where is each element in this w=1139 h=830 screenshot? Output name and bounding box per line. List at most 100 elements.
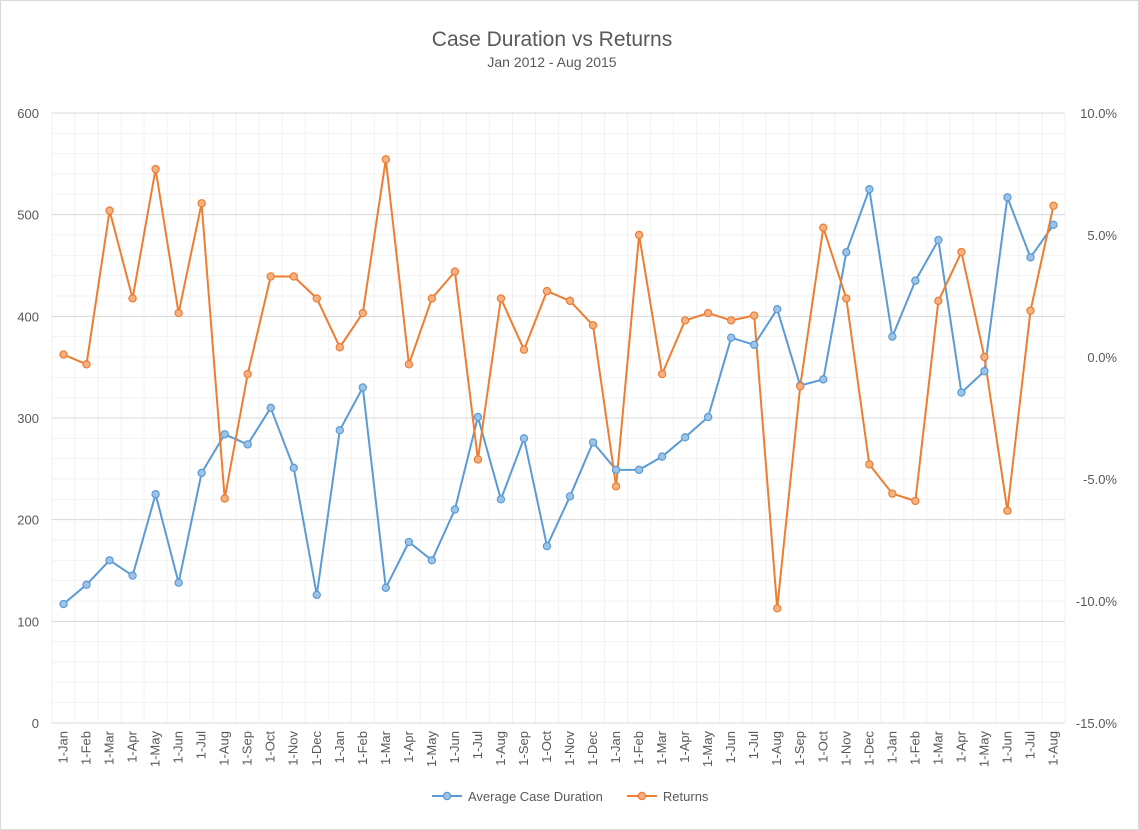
x-tick-label: 1-Jan (56, 731, 71, 764)
x-tick-label: 1-Mar (654, 730, 669, 765)
data-point-returns (1049, 201, 1058, 210)
data-point-returns (473, 455, 483, 464)
x-tick-label: 1-May (976, 731, 991, 768)
data-point-average-case-duration (128, 571, 137, 580)
data-point-average-case-duration (496, 495, 506, 504)
right-tick-label: -15.0% (1076, 716, 1118, 731)
x-tick-label: 1-Feb (79, 731, 94, 765)
x-tick-label: 1-Jan (884, 731, 899, 764)
data-point-returns (957, 247, 966, 257)
data-point-average-case-duration (657, 452, 667, 461)
data-point-average-case-duration (381, 583, 391, 592)
data-point-average-case-duration (312, 590, 321, 600)
x-tick-label: 1-Mar (102, 730, 117, 765)
x-tick-label: 1-Jun (723, 731, 738, 764)
data-point-average-case-duration (542, 541, 552, 551)
left-tick-label: 300 (17, 411, 39, 426)
right-tick-label: 10.0% (1080, 106, 1117, 121)
x-tick-label: 1-Nov (562, 731, 577, 766)
data-point-returns (174, 308, 183, 318)
x-tick-label: 1-Apr (677, 730, 692, 762)
data-point-returns (243, 369, 252, 379)
legend: Average Case Duration Returns (432, 789, 709, 804)
data-point-average-case-duration (358, 383, 368, 392)
data-point-returns (657, 369, 667, 379)
data-point-returns (542, 286, 552, 296)
data-point-average-case-duration (565, 492, 575, 501)
x-tick-label: 1-Jun (999, 731, 1014, 764)
data-point-average-case-duration (404, 537, 414, 547)
data-point-returns (266, 272, 275, 281)
right-tick-label: 5.0% (1087, 228, 1117, 243)
data-point-average-case-duration (588, 438, 598, 447)
x-tick-label: 1-Oct (539, 731, 554, 763)
data-point-average-case-duration (289, 463, 298, 473)
data-point-returns (128, 294, 137, 303)
data-point-average-case-duration (427, 556, 437, 565)
data-point-average-case-duration (957, 388, 966, 397)
data-point-average-case-duration (220, 430, 229, 439)
series-line-returns (63, 158, 1055, 610)
x-tick-label: 1-Sep (240, 731, 255, 766)
x-tick-label: 1-Apr (125, 730, 140, 762)
x-tick-label: 1-Nov (286, 731, 301, 766)
data-point-returns (842, 294, 851, 303)
x-tick-label: 1-Nov (838, 731, 853, 766)
x-tick-label: 1-Jan (332, 731, 347, 764)
legend-label-returns: Returns (663, 789, 709, 804)
x-tick-label: 1-Aug (217, 731, 232, 766)
data-point-returns (703, 308, 713, 318)
data-point-returns (680, 316, 690, 325)
data-point-returns (335, 343, 344, 352)
left-tick-label: 400 (17, 309, 39, 324)
chart-title: Case Duration vs Returns (432, 28, 672, 51)
x-tick-label: 1-Apr (401, 730, 416, 762)
data-point-returns (611, 482, 621, 491)
data-point-returns (82, 360, 91, 369)
data-point-returns (59, 350, 68, 359)
data-point-average-case-duration (519, 434, 529, 443)
data-point-returns (197, 199, 206, 208)
data-point-returns (819, 223, 828, 232)
legend-marker-returns (637, 791, 647, 801)
data-point-average-case-duration (243, 440, 252, 449)
data-point-returns (381, 155, 391, 164)
x-tick-label: 1-May (148, 731, 163, 768)
data-point-average-case-duration (773, 305, 782, 314)
data-point-average-case-duration (911, 276, 920, 285)
data-point-returns (519, 345, 529, 354)
data-point-returns (588, 321, 598, 330)
data-point-average-case-duration (59, 599, 68, 609)
x-tick-label: 1-Jul (746, 731, 761, 759)
data-point-average-case-duration (473, 412, 483, 422)
x-tick-label: 1-Jul (1022, 731, 1037, 759)
x-tick-label: 1-Feb (631, 731, 646, 765)
x-tick-label: 1-Oct (815, 731, 830, 763)
data-point-returns (358, 308, 368, 318)
x-tick-label: 1-Dec (309, 731, 324, 766)
chart-subtitle: Jan 2012 - Aug 2015 (487, 54, 616, 70)
data-point-average-case-duration (174, 578, 183, 587)
data-point-returns (796, 382, 805, 391)
data-point-average-case-duration (611, 465, 621, 475)
data-point-returns (980, 352, 989, 362)
data-point-returns (289, 272, 298, 281)
series-line-average-case-duration (62, 188, 1055, 605)
data-point-average-case-duration (1003, 193, 1012, 202)
x-tick-label: 1-Jun (171, 731, 186, 764)
data-point-returns (749, 311, 759, 320)
data-point-returns (888, 489, 897, 498)
data-point-average-case-duration (82, 580, 91, 589)
data-point-average-case-duration (726, 333, 736, 342)
data-point-average-case-duration (749, 340, 759, 349)
data-point-average-case-duration (703, 412, 713, 422)
right-tick-label: -10.0% (1076, 594, 1118, 609)
left-axis: 0 100 200 300 400 500 600 (17, 106, 39, 731)
data-point-average-case-duration (634, 465, 644, 475)
data-point-returns (1003, 506, 1012, 515)
legend-marker-average-case-duration (442, 791, 452, 801)
legend-label-average-case-duration: Average Case Duration (468, 789, 603, 804)
series-layer (59, 155, 1058, 613)
x-tick-label: 1-Mar (378, 730, 393, 765)
data-point-returns (934, 296, 943, 306)
